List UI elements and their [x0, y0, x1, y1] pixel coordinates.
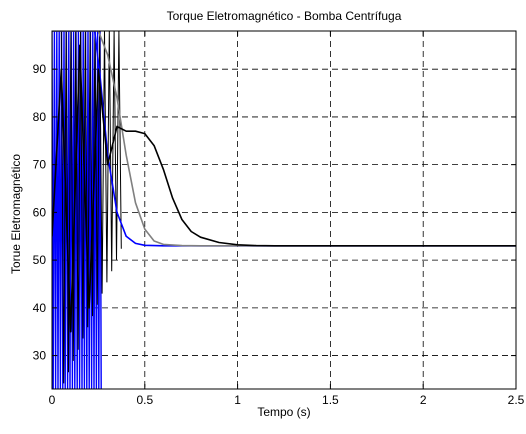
y-tick-label: 70 [33, 158, 47, 172]
y-tick-label: 80 [33, 110, 47, 124]
plot-border [51, 30, 517, 390]
y-tick-label: 30 [33, 349, 47, 363]
oscillation-band [60, 31, 122, 384]
x-tick-label: 0 [49, 393, 56, 407]
y-axis: 30 40 50 60 70 80 90 [33, 62, 516, 363]
x-tick-label: 1 [234, 393, 241, 407]
grid-lines [52, 31, 516, 389]
y-tick-label: 50 [33, 253, 47, 267]
y-tick-label: 40 [33, 301, 47, 315]
chart-title: Torque Eletromagnético - Bomba Centrífug… [167, 9, 402, 23]
series-line [52, 31, 516, 247]
x-tick-label: 2 [420, 393, 427, 407]
x-tick-label: 1.5 [322, 393, 339, 407]
x-tick-label: 2.5 [508, 393, 525, 407]
y-tick-label: 60 [33, 205, 47, 219]
series-lines [52, 31, 516, 333]
series-line [52, 44, 516, 333]
y-tick-label: 90 [33, 62, 47, 76]
y-axis-title: Torue Eletromagnético [9, 154, 23, 274]
plot-area [52, 31, 516, 389]
series-line [52, 31, 516, 247]
x-axis-title: Tempo (s) [257, 405, 310, 419]
x-tick-label: 0.5 [136, 393, 153, 407]
oscillation-bands [52, 31, 122, 389]
x-axis: 0 0.5 1 1.5 2 2.5 [49, 31, 525, 407]
